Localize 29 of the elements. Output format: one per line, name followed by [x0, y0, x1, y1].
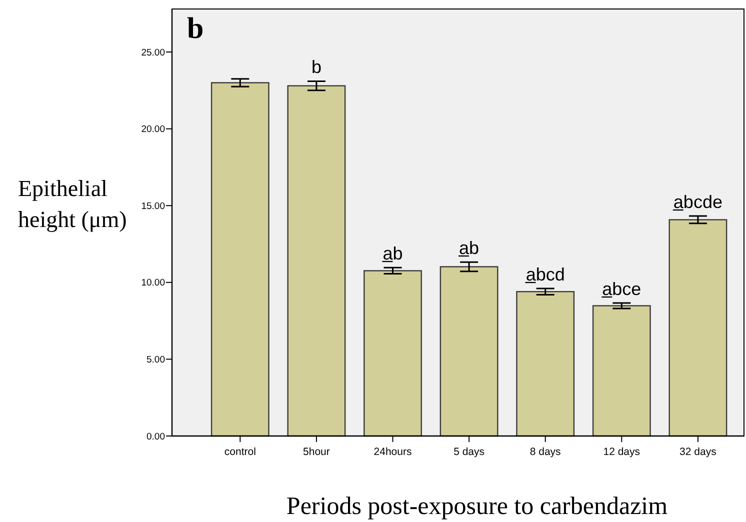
bar — [668, 219, 728, 437]
y-tick-label: 5.00 — [146, 354, 165, 366]
bar — [516, 291, 575, 437]
bar — [364, 270, 422, 437]
annotation: a̲bcde — [672, 192, 722, 212]
x-tick-label: 8 days — [530, 446, 561, 458]
bar — [440, 266, 498, 437]
x-axis-title: Periods post-exposure to carbendazim — [286, 493, 668, 520]
annotation: a̲bce — [600, 278, 642, 299]
x-tick-label: 5hour — [303, 446, 330, 458]
y-tick-label: 15.00 — [141, 200, 165, 212]
bar — [210, 82, 270, 437]
x-tick-label: control — [224, 446, 256, 458]
y-axis-title: Epithelial height (μm) — [18, 176, 127, 232]
x-tick-label: 24hours — [374, 446, 412, 458]
annotation: a̲b — [381, 244, 403, 264]
x-tick-label: 32 days — [680, 446, 716, 458]
y-tick-label: 20.00 — [141, 124, 165, 136]
chart-title: b — [187, 12, 204, 45]
x-tick-label: 12 days — [603, 446, 640, 458]
y-tick-label: 10.00 — [141, 278, 165, 289]
bar — [287, 85, 346, 437]
y-tick-label: 25.00 — [141, 47, 165, 58]
annotation: a̲b — [458, 238, 480, 258]
x-tick-label: 5 days — [454, 446, 485, 458]
annotation: a̲bcd — [524, 264, 565, 285]
bar — [592, 305, 651, 437]
annotation: b — [311, 57, 322, 78]
y-tick-label: 0.00 — [146, 431, 165, 442]
